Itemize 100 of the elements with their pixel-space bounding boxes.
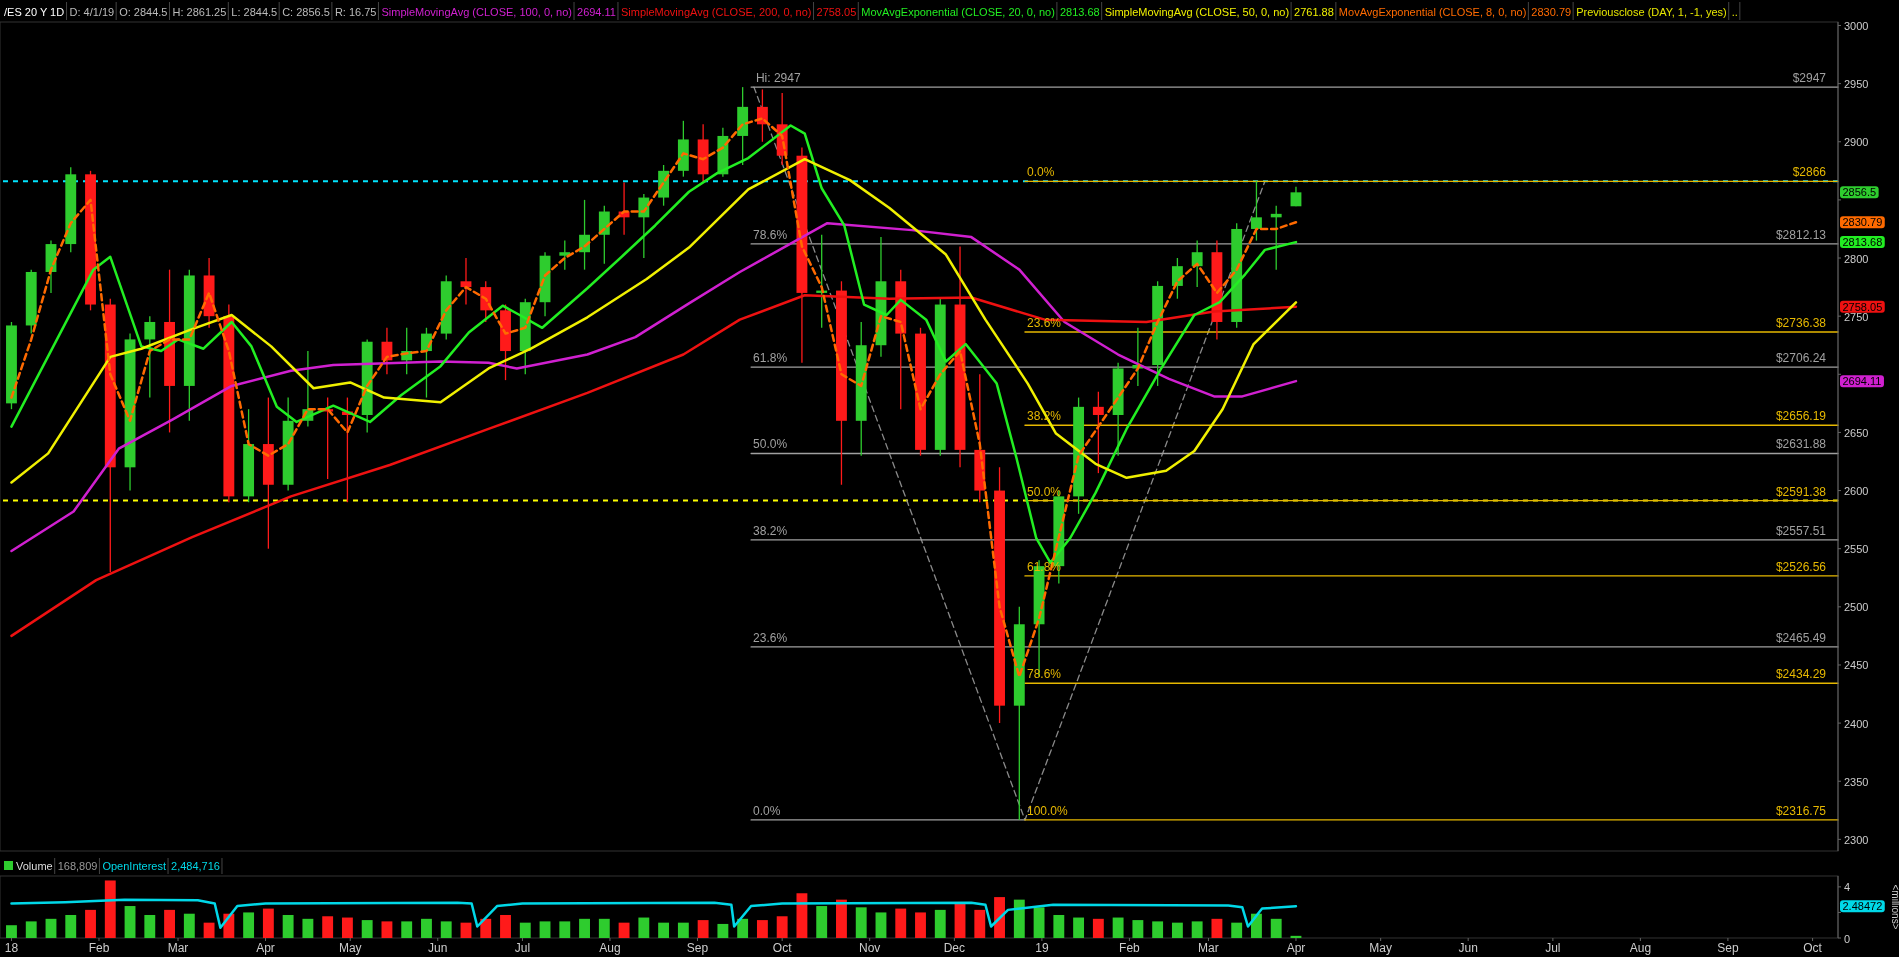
annotation: 61.8%	[753, 351, 788, 366]
bar	[164, 909, 175, 938]
x-tick-label: Sep	[1717, 941, 1739, 955]
bar	[421, 918, 432, 938]
annotation: $2465.49	[1775, 630, 1827, 645]
chart-subtitle: D: 4/1/19 O: 2844.5 H: 2861.25 L: 2844.5 C: 2856.5 R: 16.75	[69, 6, 377, 18]
bar	[519, 922, 531, 938]
bar	[460, 922, 472, 938]
y-axis-title: <millions>	[1890, 884, 1899, 930]
bar	[183, 913, 195, 938]
bar	[1152, 921, 1164, 938]
bar	[618, 922, 630, 938]
bar	[1191, 921, 1203, 938]
x-tick-label: Apr	[1286, 941, 1306, 955]
x-tick-label: May	[1369, 941, 1392, 955]
x-tick-label: Mar	[167, 941, 189, 955]
bar	[816, 906, 828, 938]
bar	[361, 920, 373, 938]
legend-label: Volume	[16, 860, 53, 872]
bar	[1013, 899, 1025, 938]
candlestick	[1092, 391, 1104, 474]
line-series	[10, 157, 1298, 484]
y-tick-label: 2450	[1844, 659, 1869, 672]
bar	[203, 922, 215, 938]
bar	[1073, 917, 1085, 938]
bar	[539, 921, 551, 938]
bar	[1270, 918, 1282, 938]
text: 2761.88	[1294, 6, 1334, 18]
text: 2813.68	[1842, 236, 1883, 249]
bar	[974, 909, 986, 938]
x-tick-label: Nov	[859, 941, 881, 955]
annotation: 50.0%	[753, 437, 788, 452]
bar	[915, 912, 926, 938]
bar	[1132, 920, 1144, 938]
y-tick-label: 3000	[1844, 19, 1869, 32]
x-tick-label: Oct	[1803, 941, 1823, 955]
text: 2830.79	[1531, 6, 1572, 18]
text: MovAvgExponential (CLOSE, 8, 0, no)	[1338, 6, 1527, 18]
text: 2694.11	[577, 6, 616, 18]
bar	[65, 914, 77, 938]
bar	[45, 918, 57, 938]
candlestick	[144, 315, 156, 399]
bar	[401, 921, 413, 938]
annotation: 38.2%	[753, 523, 788, 538]
bar	[895, 908, 907, 938]
bar	[1112, 917, 1124, 938]
text: Previousclose (DAY, 1, -1, yes)	[1576, 6, 1727, 18]
bar	[243, 912, 255, 938]
candlestick	[1171, 257, 1183, 300]
annotation: $2434.29	[1775, 667, 1827, 682]
x-tick-label: May	[338, 941, 362, 955]
bar	[776, 916, 788, 938]
bar	[124, 906, 136, 938]
bar	[875, 912, 887, 938]
text: 2694.11	[1842, 375, 1882, 388]
x-tick-label: Sep	[686, 941, 709, 955]
text: 2830.79	[1842, 216, 1883, 229]
y-tick-label: 2550	[1844, 543, 1869, 556]
annotation: $2526.56	[1775, 559, 1827, 574]
annotation: $2947	[1792, 71, 1827, 86]
annotation: $2866	[1792, 165, 1827, 180]
bar	[855, 907, 867, 938]
text: 2,484,716	[171, 860, 220, 872]
bar	[302, 918, 314, 938]
bar	[1033, 907, 1045, 938]
annotation: $2706.24	[1775, 351, 1827, 366]
x-tick-label: Feb	[88, 941, 110, 955]
bar	[104, 880, 116, 938]
bar	[598, 918, 610, 938]
bar	[994, 897, 1005, 938]
bar	[717, 923, 729, 938]
x-tick-label: Dec	[943, 941, 966, 955]
y-tick-label: 2750	[1844, 310, 1869, 323]
text: MovAvgExponential (CLOSE, 20, 0, no)	[861, 6, 1055, 18]
bar	[440, 921, 452, 938]
annotation: $2557.51	[1775, 523, 1827, 538]
y-tick-label: 0	[1844, 932, 1851, 945]
bar	[756, 920, 768, 938]
annotation: 78.6%	[1026, 667, 1062, 682]
annotation: $2631.88	[1775, 437, 1827, 452]
annotation: 100.0%	[1026, 803, 1068, 818]
bar	[1092, 918, 1104, 938]
bar	[480, 918, 492, 938]
annotation: 50.0%	[1026, 484, 1062, 499]
x-tick-label: 19	[1035, 941, 1049, 955]
x-tick-label: Jun	[1458, 941, 1478, 955]
annotation: 78.6%	[753, 227, 788, 242]
bar	[836, 899, 847, 938]
bar	[737, 918, 749, 938]
text: ..	[1731, 6, 1738, 18]
x-tick-label: Oct	[772, 941, 793, 955]
bar	[322, 916, 334, 938]
candlestick	[559, 239, 571, 271]
chart-title: /ES 20 Y 1D	[4, 6, 65, 18]
candlestick	[1251, 180, 1262, 242]
x-tick-label: 18	[4, 941, 19, 955]
x-tick-label: Jun	[428, 941, 448, 955]
bar	[1053, 914, 1065, 938]
y-tick-label: 2350	[1844, 775, 1869, 788]
x-tick-label: Aug	[1629, 941, 1652, 955]
